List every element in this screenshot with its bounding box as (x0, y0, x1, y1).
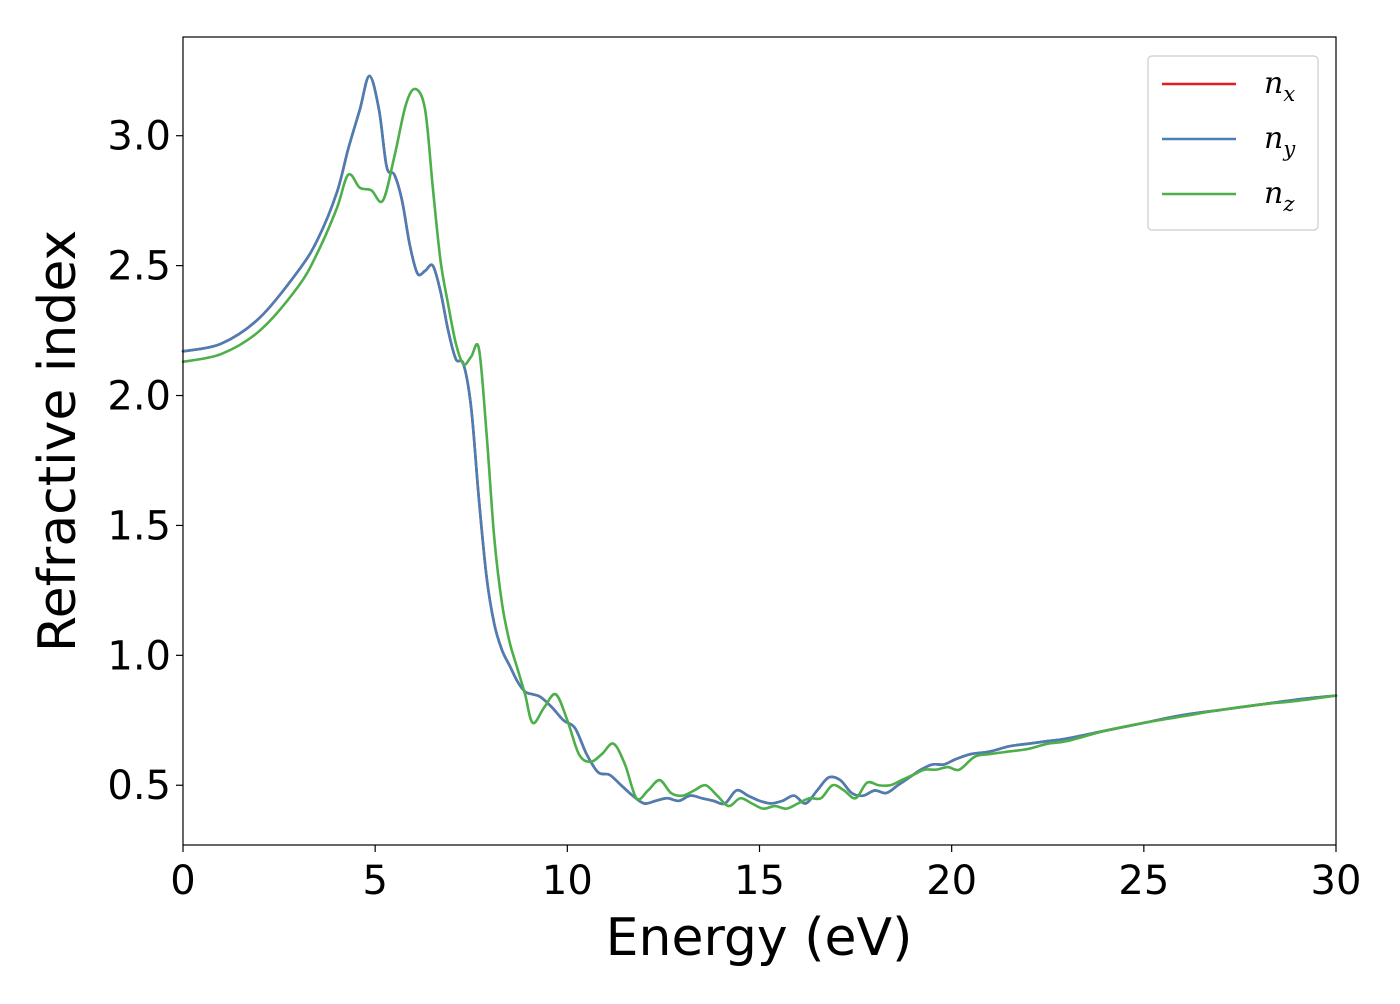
series-layer (181, 74, 1338, 810)
x-tick-label: 20 (926, 858, 977, 904)
x-axis-ticks: 0 5 10 15 20 25 30 (170, 845, 1361, 904)
x-axis-title: Energy (eV) (606, 908, 913, 968)
legend-box (1147, 55, 1319, 231)
x-tick-label: 25 (1118, 858, 1169, 904)
x-tick-label: 10 (542, 858, 593, 904)
series-line-y (181, 74, 1338, 806)
y-axis-ticks: 0.5 1.0 1.5 2.0 2.5 3.0 (107, 114, 183, 809)
y-tick-label: 3.0 (107, 114, 171, 160)
x-tick-label: 0 (170, 858, 195, 904)
x-tick-label: 5 (362, 858, 387, 904)
legend-label-y: ny (1264, 121, 1296, 161)
y-tick-label: 0.5 (107, 763, 171, 809)
legend-label-z: nz (1264, 176, 1295, 216)
y-tick-label: 1.5 (107, 503, 171, 549)
y-tick-label: 1.0 (107, 633, 171, 679)
legend: nx ny nz (1147, 55, 1319, 231)
x-tick-label: 30 (1311, 858, 1362, 904)
y-tick-label: 2.5 (107, 244, 171, 290)
x-tick-label: 15 (734, 858, 785, 904)
legend-label-x: nx (1264, 66, 1295, 106)
y-axis-title: Refractive index (28, 230, 88, 652)
series-line-z (181, 87, 1338, 810)
y-tick-label: 2.0 (107, 374, 171, 420)
